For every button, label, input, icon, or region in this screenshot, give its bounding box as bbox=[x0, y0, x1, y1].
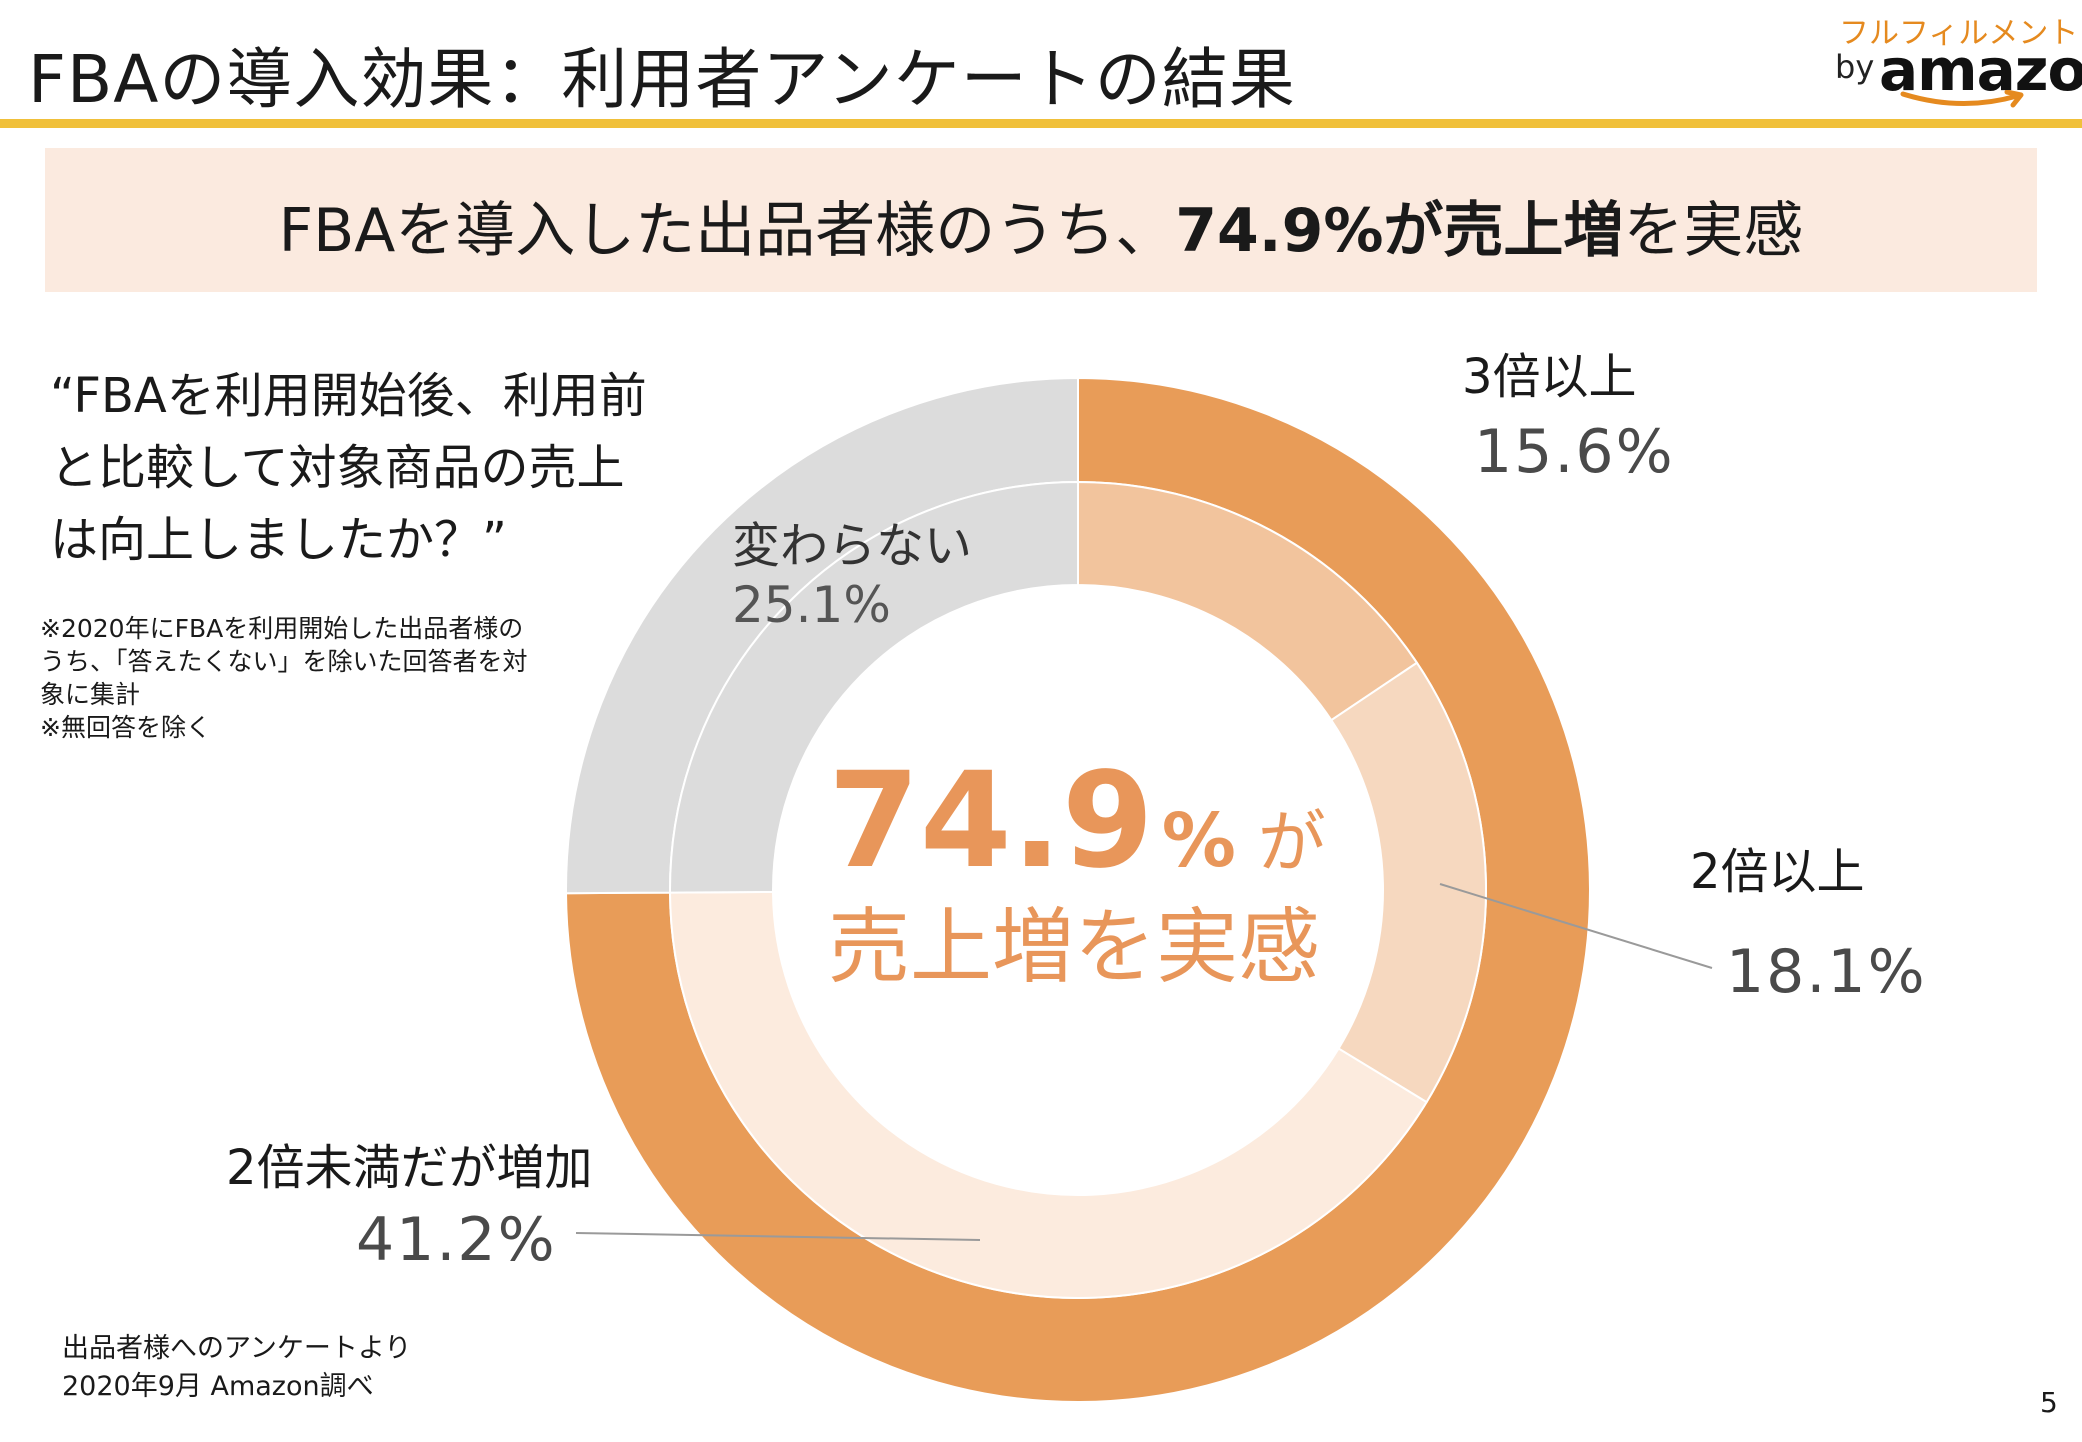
center-statement: 74.9% が bbox=[828, 744, 1326, 898]
page-number: 5 bbox=[2040, 1386, 2058, 1419]
logo-fulfillment-text: フルフィルメント bbox=[1839, 16, 2079, 51]
source-note: 出品者様へのアンケートより 2020年9月 Amazon調べ bbox=[62, 1330, 411, 1406]
slice-label-2x-value: 18.1% bbox=[1726, 937, 1927, 1007]
headline: FBAを導入した出品者様のうち、74.9%が売上増を実感 bbox=[45, 182, 2037, 269]
survey-note-line-2: ※無回答を除く bbox=[40, 713, 211, 742]
leader-line-2x bbox=[1439, 883, 1713, 969]
center-big-number: 74.9 bbox=[828, 744, 1154, 898]
headline-band: FBAを導入した出品者様のうち、74.9%が売上増を実感 bbox=[45, 148, 2037, 292]
headline-suffix: を実感 bbox=[1623, 196, 1804, 266]
headline-prefix: FBAを導入した出品者様のうち、 bbox=[278, 196, 1176, 266]
survey-note: ※2020年にFBAを利用開始した出品者様のうち、「答えたくない」を除いた回答者… bbox=[40, 612, 540, 744]
survey-note-line-1: ※2020年にFBAを利用開始した出品者様のうち、「答えたくない」を除いた回答者… bbox=[40, 614, 528, 709]
slide-title: FBAの導入効果：利用者アンケートの結果 bbox=[28, 41, 1296, 118]
source-line-2: 2020年9月 Amazon調べ bbox=[62, 1371, 374, 1402]
logo-by-text: by bbox=[1835, 48, 1875, 86]
center-particle: が bbox=[1258, 804, 1326, 883]
slice-label-2x-name: 2倍以上 bbox=[1690, 844, 1865, 900]
center-subtitle: 売上増を実感 bbox=[828, 900, 1320, 995]
slice-label-under-2x-value: 41.2% bbox=[356, 1205, 557, 1275]
slice-label-unchanged-value: 25.1% bbox=[732, 576, 891, 634]
slice-label-3x-value: 15.6% bbox=[1474, 417, 1675, 487]
slice-label-unchanged-name: 変わらない bbox=[732, 518, 972, 574]
leader-line-under-2x bbox=[575, 1232, 981, 1241]
amazon-smile-icon bbox=[1900, 90, 2024, 108]
logo-amazon-text: amazon bbox=[1879, 36, 2082, 104]
title-rule bbox=[0, 119, 2082, 128]
inner-ring bbox=[669, 480, 1487, 1300]
source-line-1: 出品者様へのアンケートより bbox=[62, 1333, 412, 1364]
donut-hole bbox=[773, 585, 1383, 1195]
fulfillment-by-amazon-logo: フルフィルメント by amazon bbox=[1835, 8, 2082, 118]
survey-question: “FBAを利用開始後、利用前と比較して対象商品の売上は向上しましたか？” bbox=[50, 368, 647, 568]
slice-label-under-2x-name: 2倍未満だが増加 bbox=[226, 1140, 593, 1196]
center-percent-sign: % bbox=[1162, 798, 1236, 884]
slice-label-3x-name: 3倍以上 bbox=[1462, 349, 1637, 405]
headline-emphasis: 74.9%が売上増 bbox=[1175, 196, 1624, 266]
